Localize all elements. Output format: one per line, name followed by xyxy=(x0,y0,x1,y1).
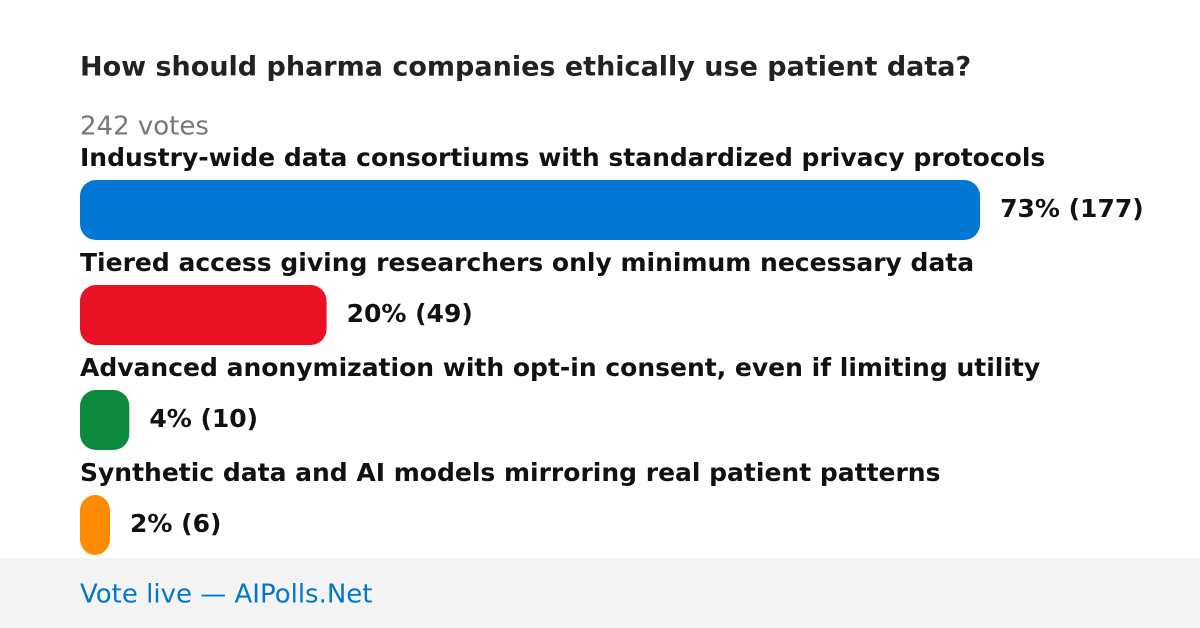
result-bar xyxy=(80,495,110,555)
footer-link[interactable]: Vote live — AIPolls.Net xyxy=(80,580,373,610)
result-bar xyxy=(80,390,130,450)
result-bar xyxy=(80,285,327,345)
option-label: Advanced anonymization with opt-in conse… xyxy=(80,353,1040,382)
option-label: Tiered access giving researchers only mi… xyxy=(80,248,974,277)
vote-count: 242 votes xyxy=(80,112,209,142)
result-bar xyxy=(80,180,981,240)
poll-title: How should pharma companies ethically us… xyxy=(80,52,971,83)
option-label: Industry-wide data consortiums with stan… xyxy=(80,143,1045,172)
result-label: 73% (177) xyxy=(1000,194,1144,223)
footer-band xyxy=(0,558,1200,628)
result-label: 20% (49) xyxy=(347,299,473,328)
result-label: 2% (6) xyxy=(130,509,221,538)
option-label: Synthetic data and AI models mirroring r… xyxy=(80,458,941,487)
result-label: 4% (10) xyxy=(149,404,258,433)
